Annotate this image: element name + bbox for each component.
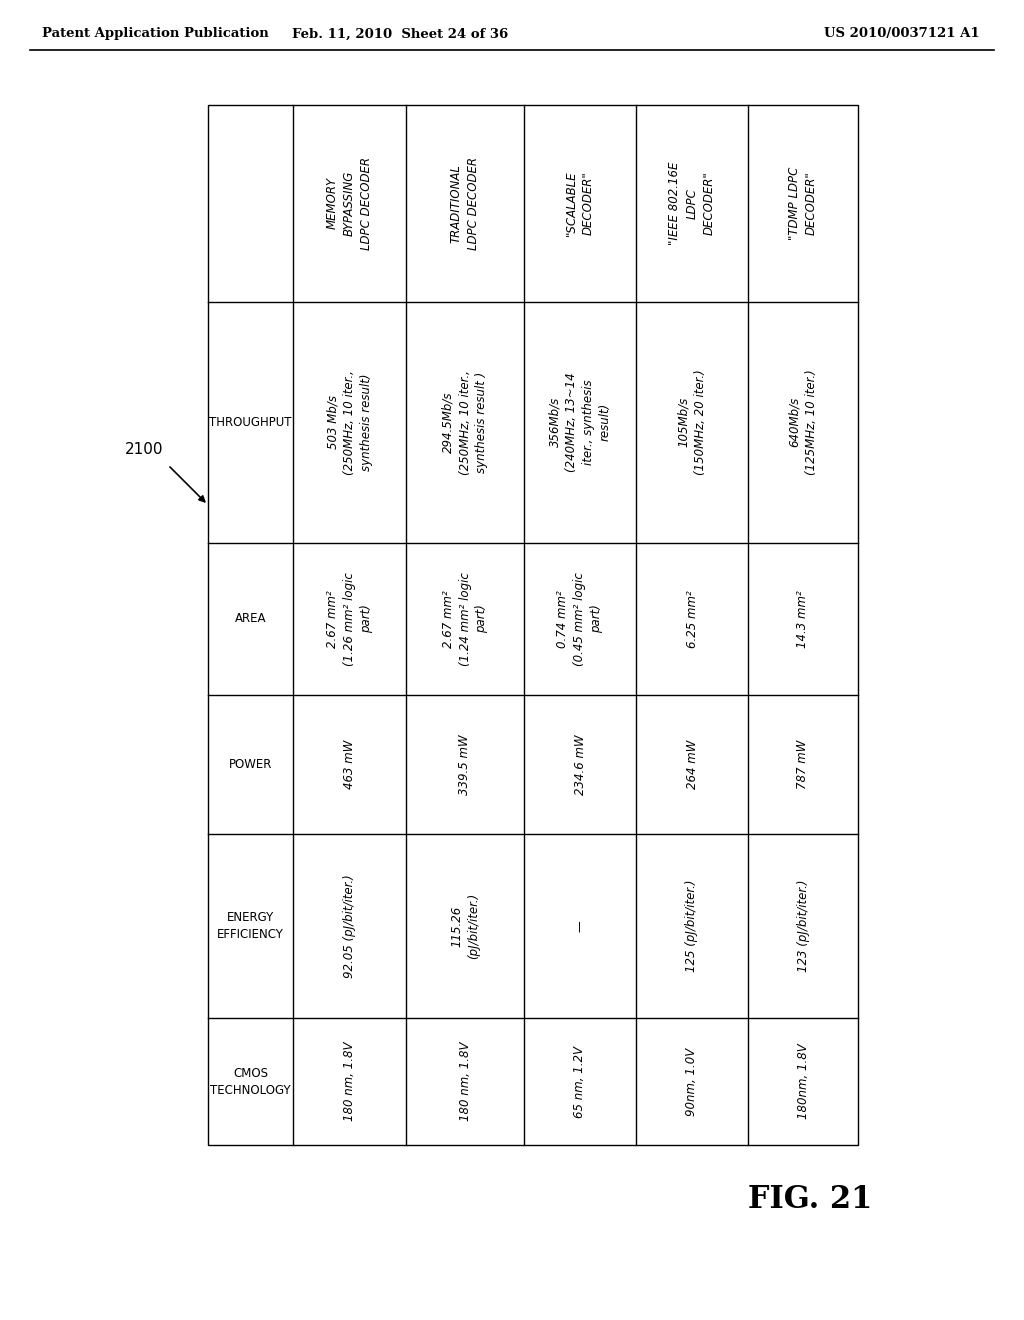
Text: ENERGY
EFFICIENCY: ENERGY EFFICIENCY	[217, 911, 284, 941]
Text: MEMORY
BYPASSING
LDPC DECODER: MEMORY BYPASSING LDPC DECODER	[326, 157, 373, 249]
Text: 2100: 2100	[125, 442, 163, 458]
Text: THROUGHPUT: THROUGHPUT	[209, 416, 292, 429]
Text: 640Mb/s
(125MHz, 10 iter.): 640Mb/s (125MHz, 10 iter.)	[788, 370, 818, 475]
Bar	[208, 106, 858, 1144]
Text: 234.6 mW: 234.6 mW	[573, 734, 587, 795]
Text: 2.67 mm²
(1.26 mm² logic
part): 2.67 mm² (1.26 mm² logic part)	[326, 572, 373, 665]
Text: POWER: POWER	[228, 758, 272, 771]
Text: 180nm, 1.8V: 180nm, 1.8V	[797, 1044, 810, 1119]
Text: "SCALABLE
DECODER": "SCALABLE DECODER"	[565, 170, 595, 236]
Text: CMOS
TECHNOLOGY: CMOS TECHNOLOGY	[210, 1067, 291, 1097]
Text: 105Mb/s
(150MHz, 20 iter.): 105Mb/s (150MHz, 20 iter.)	[677, 370, 707, 475]
Text: Patent Application Publication: Patent Application Publication	[42, 28, 268, 41]
Text: US 2010/0037121 A1: US 2010/0037121 A1	[824, 28, 980, 41]
Text: 65 nm, 1.2V: 65 nm, 1.2V	[573, 1045, 587, 1118]
Text: 14.3 mm²: 14.3 mm²	[797, 590, 810, 648]
Text: 463 mW: 463 mW	[343, 739, 356, 789]
Text: 0.74 mm²
(0.45 mm² logic
part): 0.74 mm² (0.45 mm² logic part)	[556, 572, 603, 665]
Text: 294.5Mb/s
(250MHz, 10 iter.,
synthesis result ): 294.5Mb/s (250MHz, 10 iter., synthesis r…	[441, 370, 488, 474]
Text: 339.5 mW: 339.5 mW	[459, 734, 471, 795]
Text: 2.67 mm²
(1.24 mm² logic
part): 2.67 mm² (1.24 mm² logic part)	[441, 572, 488, 665]
Text: 115.26
(pJ/bit/iter.): 115.26 (pJ/bit/iter.)	[450, 894, 480, 960]
Text: 92.05 (pJ/bit/iter.): 92.05 (pJ/bit/iter.)	[343, 874, 356, 978]
Text: FIG. 21: FIG. 21	[748, 1184, 872, 1216]
Text: "IEEE 802.16E
LDPC
DECODER": "IEEE 802.16E LDPC DECODER"	[669, 161, 716, 246]
Text: 356Mb/s
(240MHz, 13~14
iter., synthesis
result): 356Mb/s (240MHz, 13~14 iter., synthesis …	[548, 372, 612, 471]
Text: 787 mW: 787 mW	[797, 739, 810, 789]
Text: 180 nm, 1.8V: 180 nm, 1.8V	[343, 1041, 356, 1121]
Text: TRADITIONAL
LDPC DECODER: TRADITIONAL LDPC DECODER	[450, 157, 480, 249]
Text: 6.25 mm²: 6.25 mm²	[685, 590, 698, 648]
Text: 180 nm, 1.8V: 180 nm, 1.8V	[459, 1041, 471, 1121]
Text: —: —	[573, 920, 587, 932]
Text: 264 mW: 264 mW	[685, 739, 698, 789]
Text: 90nm, 1.0V: 90nm, 1.0V	[685, 1048, 698, 1115]
Text: AREA: AREA	[234, 612, 266, 626]
Text: "TDMP LDPC
DECODER": "TDMP LDPC DECODER"	[788, 166, 818, 240]
Text: Feb. 11, 2010  Sheet 24 of 36: Feb. 11, 2010 Sheet 24 of 36	[292, 28, 508, 41]
Text: 125 (pJ/bit/iter.): 125 (pJ/bit/iter.)	[685, 880, 698, 973]
Text: 123 (pJ/bit/iter.): 123 (pJ/bit/iter.)	[797, 880, 810, 973]
Text: 503 Mb/s
(250MHz, 10 iter.,
synthesis result): 503 Mb/s (250MHz, 10 iter., synthesis re…	[326, 370, 373, 474]
